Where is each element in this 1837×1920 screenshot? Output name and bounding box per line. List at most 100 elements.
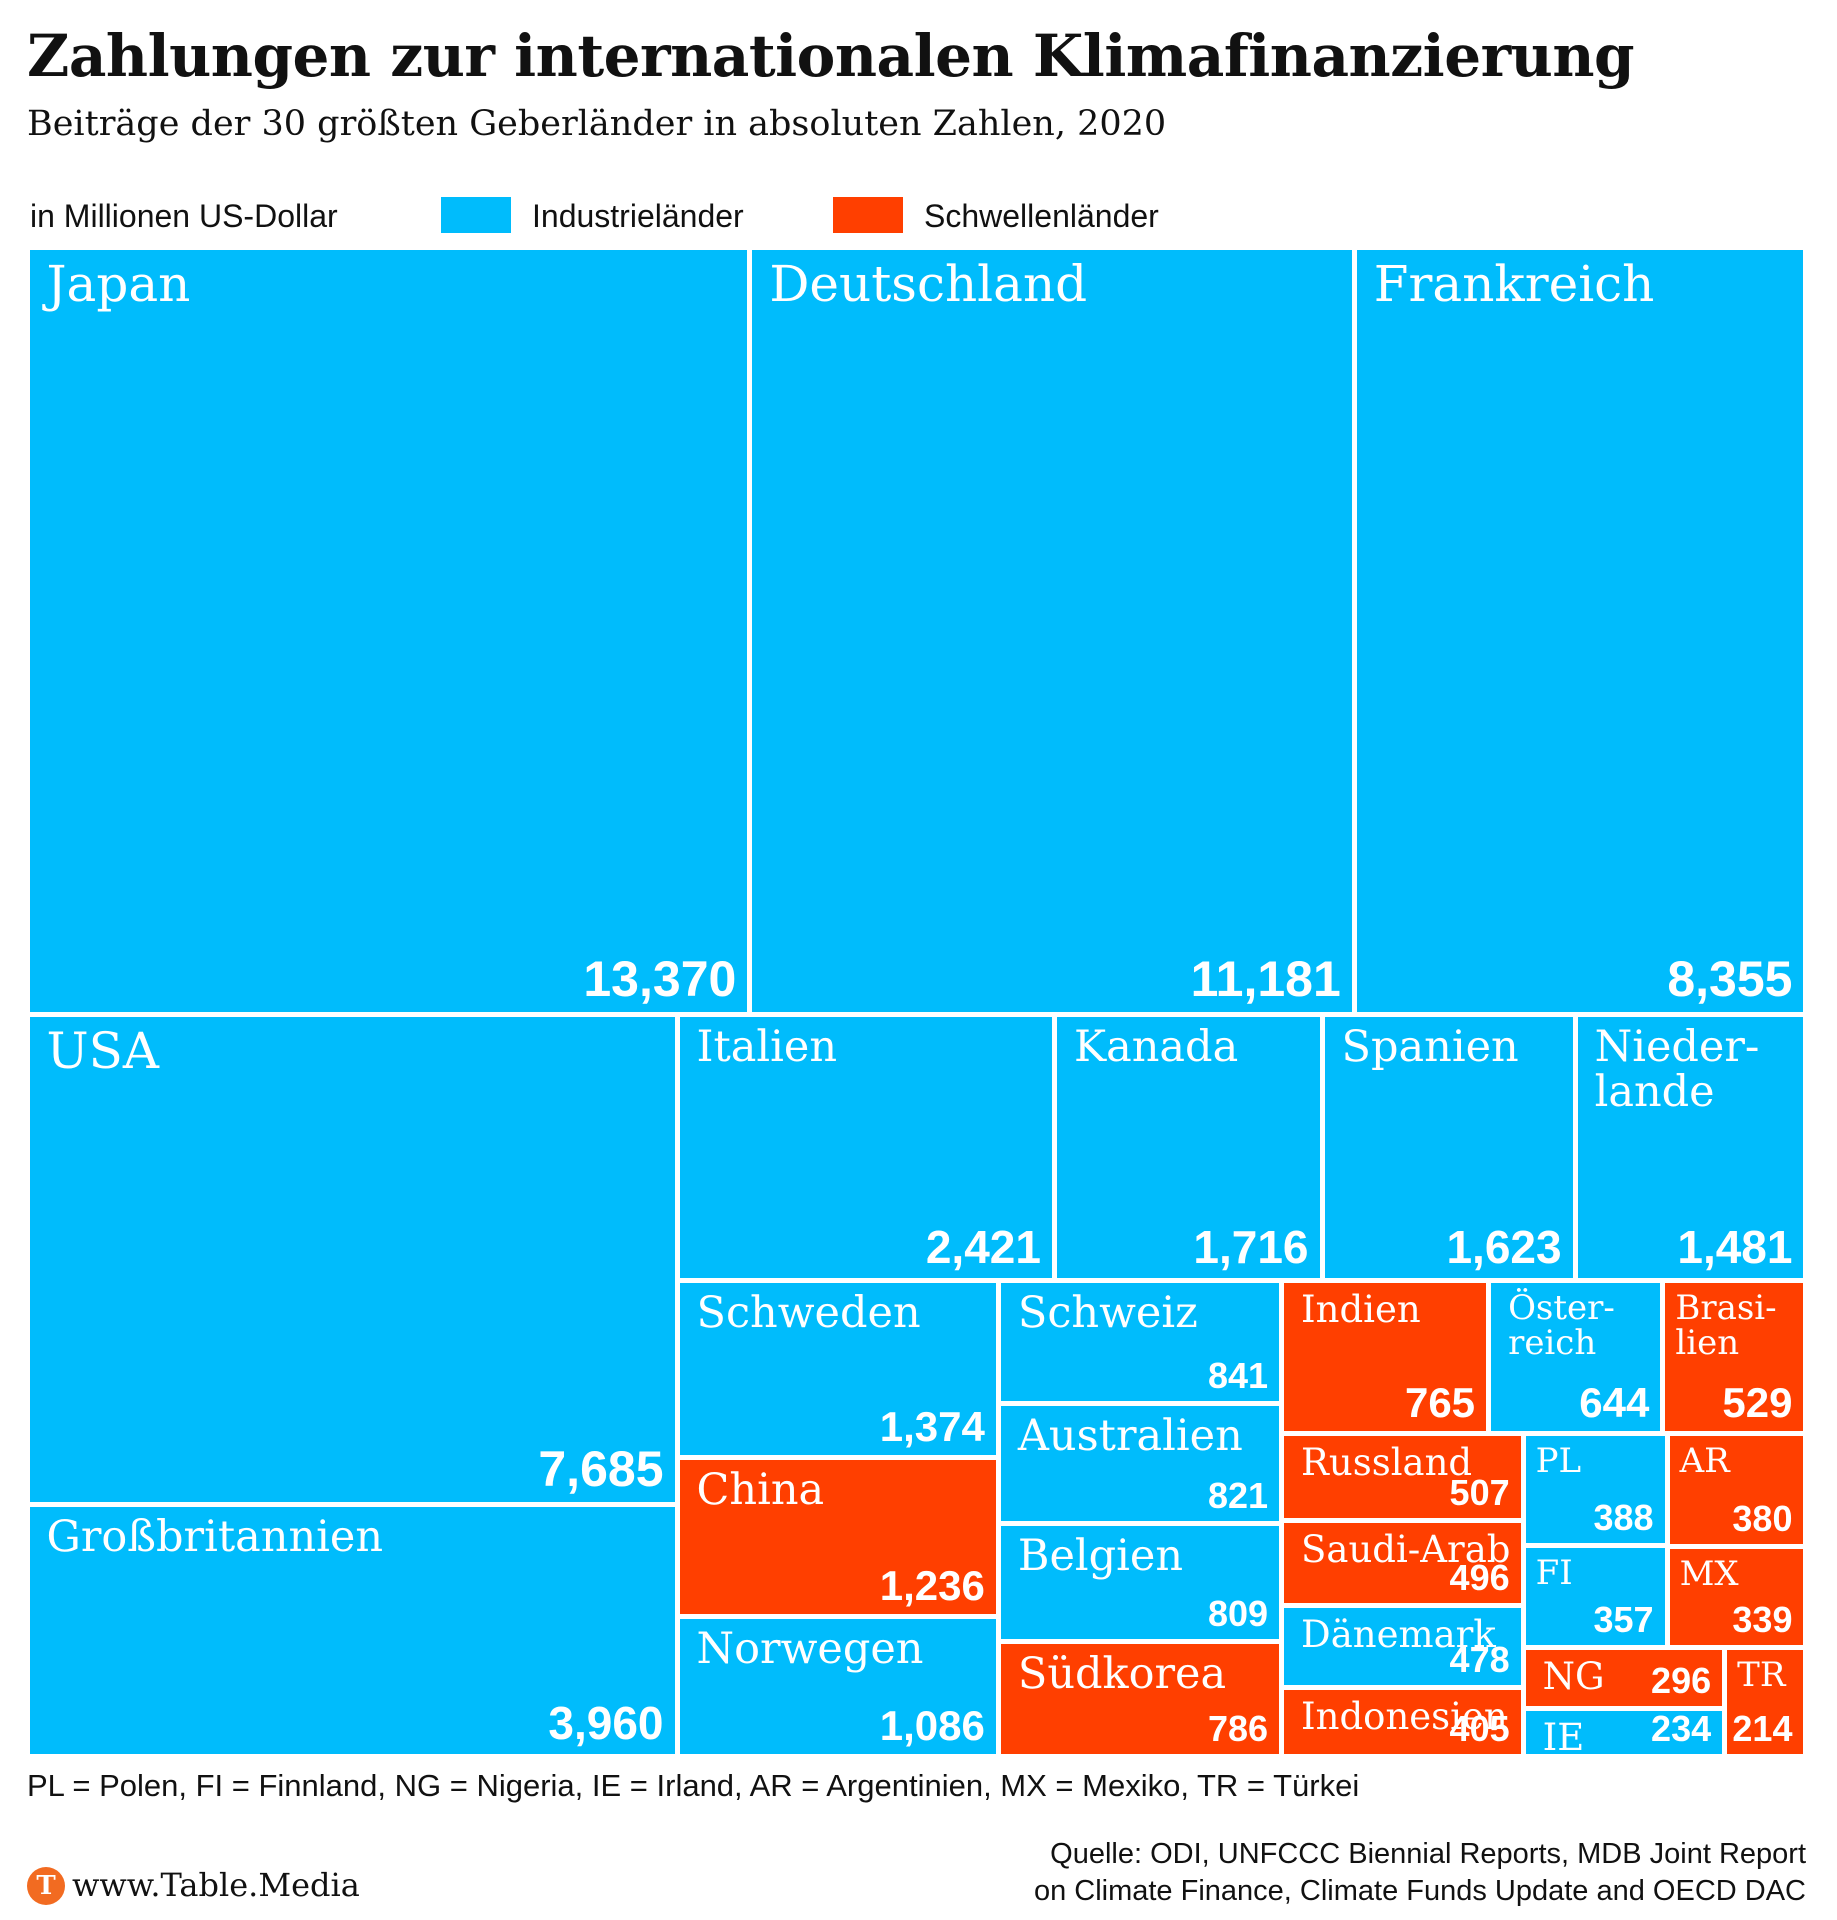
cell-label: Frankreich — [1373, 254, 1655, 313]
cell-label: Spanien — [1341, 1021, 1519, 1072]
cell-label: TR — [1737, 1655, 1786, 1696]
treemap-cell: PL 388 — [1525, 1435, 1665, 1543]
value-label: 11,181 — [1190, 950, 1341, 1007]
cell-label: Belgien — [1017, 1530, 1184, 1581]
cell-label: Italien — [696, 1021, 838, 1072]
cell-label: Deutschland — [769, 254, 1088, 313]
legend-swatch — [441, 197, 511, 233]
footnote: PL = Polen, FI = Finnland, NG = Nigeria,… — [27, 1768, 1360, 1803]
chart-title: Zahlungen zur internationalen Klimafinan… — [27, 22, 1635, 90]
treemap-cell: MX 339 — [1669, 1549, 1804, 1646]
treemap-cell: Indien 765 — [1284, 1282, 1487, 1431]
value-label: 644 — [1579, 1378, 1650, 1426]
treemap-cell: Indonesien 405 — [1284, 1689, 1521, 1755]
cell-label: Großbritannien — [46, 1511, 384, 1562]
value-label: 8,355 — [1667, 950, 1793, 1007]
treemap-cell: Schweden 1,374 — [679, 1282, 996, 1455]
cell-label: AR — [1679, 1440, 1730, 1481]
value-label: 809 — [1207, 1593, 1269, 1635]
cell-label: IE — [1542, 1716, 1585, 1755]
value-label: 339 — [1732, 1599, 1793, 1641]
treemap-cell: Frankreich 8,355 — [1356, 249, 1804, 1012]
value-label: 529 — [1722, 1378, 1793, 1426]
treemap-cell: Südkorea 786 — [1000, 1644, 1280, 1755]
value-label: 1,236 — [879, 1562, 985, 1610]
treemap-cell: Öster- reich 644 — [1491, 1282, 1661, 1431]
value-label: 496 — [1449, 1556, 1510, 1598]
value-label: 821 — [1207, 1474, 1269, 1516]
value-label: 214 — [1732, 1708, 1793, 1750]
source: Quelle: ODI, UNFCCC Biennial Reports, MD… — [1050, 1838, 1806, 1870]
cell-label: Brasi- lien — [1675, 1287, 1777, 1364]
value-label: 3,960 — [548, 1697, 664, 1750]
chart-subtitle: Beiträge der 30 größten Geberländer in a… — [27, 104, 1167, 144]
treemap-cell: Italien 2,421 — [679, 1016, 1052, 1278]
cell-label: PL — [1535, 1440, 1582, 1481]
cell-label: Dänemark — [1301, 1612, 1496, 1656]
treemap-cell: Russland 507 — [1284, 1435, 1521, 1518]
unit-label: in Millionen US-Dollar — [30, 198, 338, 234]
value-label: 7,685 — [538, 1440, 664, 1497]
value-label: 1,623 — [1446, 1220, 1562, 1273]
cell-label: Japan — [46, 254, 191, 313]
cell-label: Südkorea — [1017, 1649, 1227, 1700]
treemap-cell: Japan 13,370 — [29, 249, 748, 1012]
treemap-cell: FI 357 — [1525, 1547, 1665, 1646]
treemap-cell: Australien 821 — [1000, 1405, 1280, 1521]
treemap: Japan 13,370 Deutschland 11,181 Frankreich 8,… — [27, 247, 1806, 1757]
value-label: 478 — [1449, 1638, 1510, 1680]
legend-label: Industrieländer — [532, 198, 744, 234]
cell-label: Australien — [1017, 1410, 1243, 1461]
cell-label: NG — [1542, 1655, 1605, 1699]
cell-label: China — [696, 1464, 825, 1515]
value-label: 234 — [1651, 1711, 1712, 1750]
value-label: 296 — [1651, 1660, 1712, 1702]
cell-label: Russland — [1301, 1440, 1473, 1484]
value-label: 1,374 — [879, 1402, 985, 1450]
treemap-cell: AR 380 — [1669, 1435, 1804, 1545]
value-label: 1,086 — [879, 1702, 985, 1750]
cell-label: USA — [46, 1021, 160, 1080]
value-label: 507 — [1449, 1471, 1510, 1513]
treemap-cell: Spanien 1,623 — [1324, 1016, 1573, 1278]
value-label: 1,716 — [1193, 1220, 1309, 1273]
cell-label: Öster- reich — [1508, 1287, 1615, 1364]
treemap-cell: Nieder- lande 1,481 — [1577, 1016, 1804, 1278]
cell-label: Norwegen — [696, 1624, 924, 1675]
legend-label: Schwellenländer — [924, 198, 1159, 234]
treemap-cell: Belgien 809 — [1000, 1525, 1280, 1640]
treemap-cell: Deutschland 11,181 — [752, 249, 1352, 1012]
brand: www.Table.Media — [72, 1866, 360, 1904]
source: on Climate Finance, Climate Funds Update… — [1033, 1875, 1806, 1907]
treemap-cell: Großbritannien 3,960 — [29, 1506, 675, 1755]
logo: T — [27, 1867, 65, 1905]
cell-label: Schweiz — [1017, 1287, 1198, 1338]
cell-label: MX — [1679, 1554, 1739, 1595]
treemap-cell: China 1,236 — [679, 1459, 996, 1615]
treemap-cell: IE 234 — [1525, 1711, 1723, 1755]
treemap-cell: USA 7,685 — [29, 1016, 675, 1502]
treemap-cell: Schweiz 841 — [1000, 1282, 1280, 1401]
treemap-cell: Kanada 1,716 — [1056, 1016, 1320, 1278]
value-label: 388 — [1593, 1496, 1654, 1538]
cell-label: Nieder- lande — [1594, 1021, 1760, 1117]
value-label: 765 — [1404, 1378, 1476, 1426]
cell-label: Indien — [1301, 1287, 1421, 1331]
treemap-cell: TR 214 — [1727, 1650, 1804, 1755]
value-label: 841 — [1207, 1354, 1269, 1396]
value-label: 380 — [1732, 1498, 1793, 1540]
cell-label: Indonesien — [1301, 1694, 1508, 1738]
value-label: 357 — [1593, 1599, 1654, 1641]
legend-swatch — [833, 197, 903, 233]
treemap-cell: Saudi-Arab 496 — [1284, 1522, 1521, 1603]
cell-label: Schweden — [696, 1287, 921, 1338]
value-label: 1,481 — [1677, 1220, 1793, 1273]
value-label: 405 — [1449, 1708, 1510, 1750]
cell-label: FI — [1535, 1552, 1573, 1593]
treemap-cell: NG 296 — [1525, 1650, 1723, 1707]
treemap-cell: Dänemark 478 — [1284, 1607, 1521, 1685]
value-label: 2,421 — [925, 1220, 1041, 1273]
treemap-cell: Norwegen 1,086 — [679, 1619, 996, 1755]
cell-label: Kanada — [1073, 1021, 1239, 1072]
